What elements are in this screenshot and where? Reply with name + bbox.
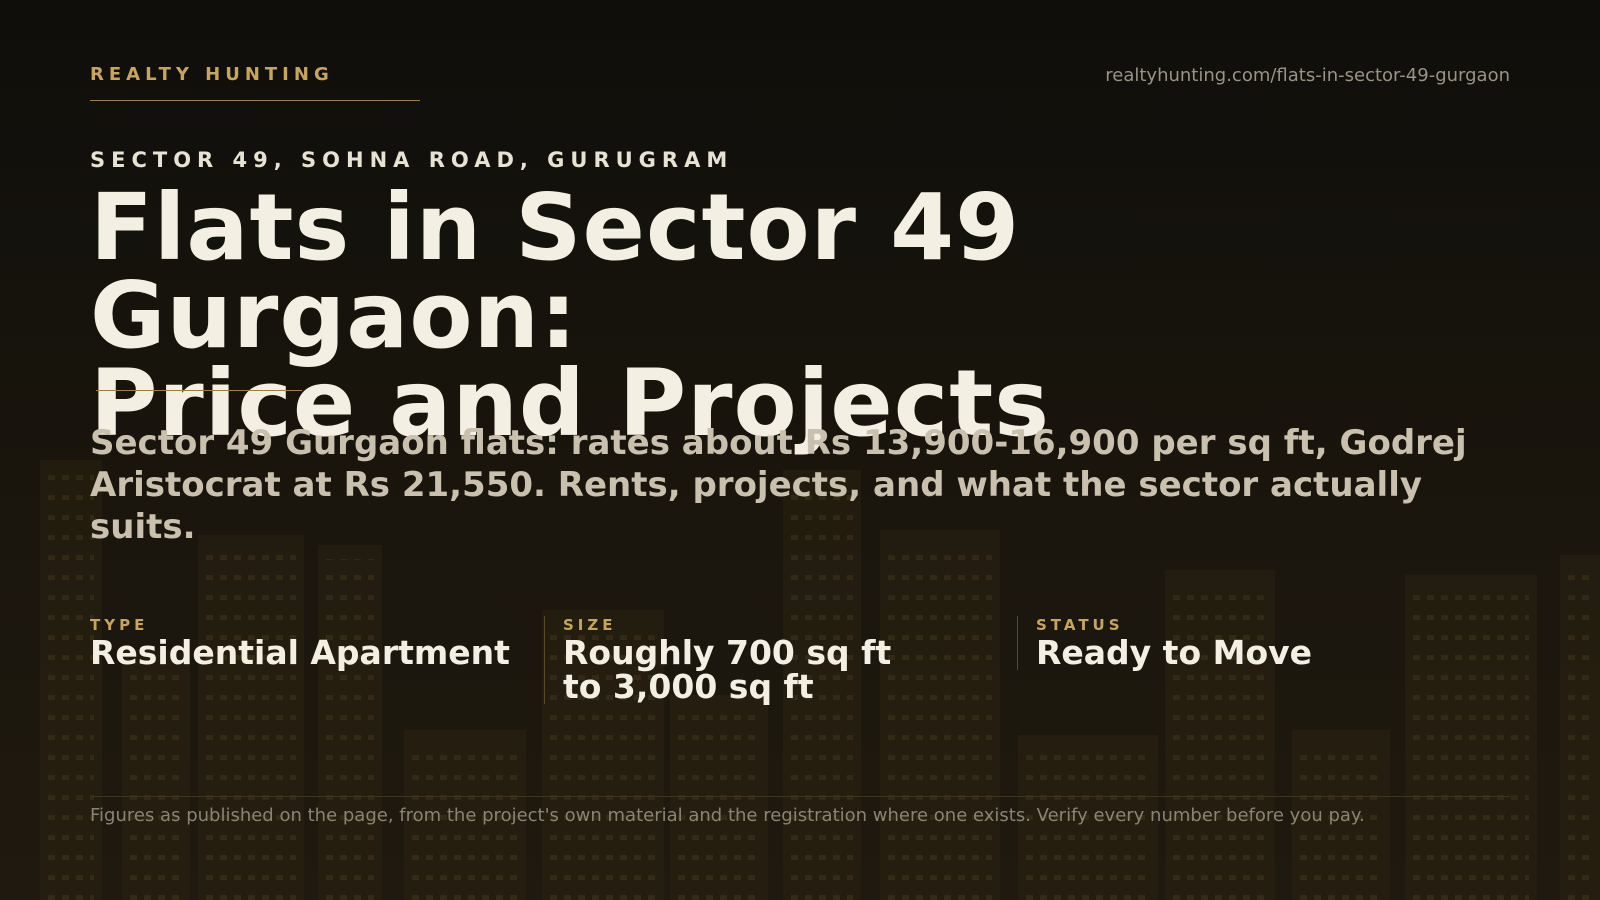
skyline-building bbox=[198, 535, 304, 900]
fact-value: Residential Apartment bbox=[90, 633, 510, 672]
skyline-building bbox=[1292, 730, 1390, 900]
fact-label: TYPE bbox=[90, 616, 149, 634]
page-title: Flats in Sector 49 Gurgaon: Price and Pr… bbox=[90, 182, 1510, 450]
skyline-building bbox=[783, 470, 861, 900]
page-url: realtyhunting.com/flats-in-sector-49-gur… bbox=[1105, 65, 1510, 86]
fact-status: STATUS Ready to Move bbox=[1017, 616, 1456, 670]
fact-value: Ready to Move bbox=[1036, 633, 1313, 672]
title-line-1: Flats in Sector 49 Gurgaon: bbox=[90, 174, 1021, 369]
fact-size: SIZE Roughly 700 sq ft to 3,000 sq ft bbox=[544, 616, 983, 704]
footer-disclaimer: Figures as published on the page, from t… bbox=[90, 805, 1365, 826]
page-summary: Sector 49 Gurgaon flats: rates about Rs … bbox=[90, 423, 1467, 547]
skyline-building bbox=[670, 695, 768, 900]
skyline-building bbox=[1560, 555, 1600, 900]
facts-row: TYPE Residential Apartment SIZE Roughly … bbox=[90, 616, 1510, 716]
skyline-building bbox=[880, 530, 1000, 900]
skyline-building bbox=[542, 610, 664, 900]
hero-card: REALTY HUNTING realtyhunting.com/flats-i… bbox=[90, 0, 1510, 900]
location-eyebrow: SECTOR 49, SOHNA ROAD, GURUGRAM bbox=[90, 148, 734, 172]
brand-underline bbox=[90, 100, 420, 101]
fact-label: STATUS bbox=[1036, 616, 1124, 634]
skyline-building bbox=[122, 650, 190, 900]
skyline-building bbox=[40, 460, 102, 900]
fact-type: TYPE Residential Apartment bbox=[90, 616, 510, 670]
fact-label: SIZE bbox=[563, 616, 617, 634]
skyline-building bbox=[1165, 570, 1275, 900]
skyline-building bbox=[1018, 735, 1158, 900]
title-line-2: Price and Projects bbox=[90, 350, 1050, 457]
fact-value: Roughly 700 sq ft to 3,000 sq ft bbox=[563, 633, 892, 706]
brand-logo-text: REALTY HUNTING bbox=[90, 64, 334, 85]
skyline-building bbox=[318, 545, 382, 900]
title-divider bbox=[96, 390, 302, 391]
footer-divider bbox=[90, 796, 1510, 797]
skyline-building bbox=[404, 730, 526, 900]
skyline-building bbox=[1405, 575, 1537, 900]
